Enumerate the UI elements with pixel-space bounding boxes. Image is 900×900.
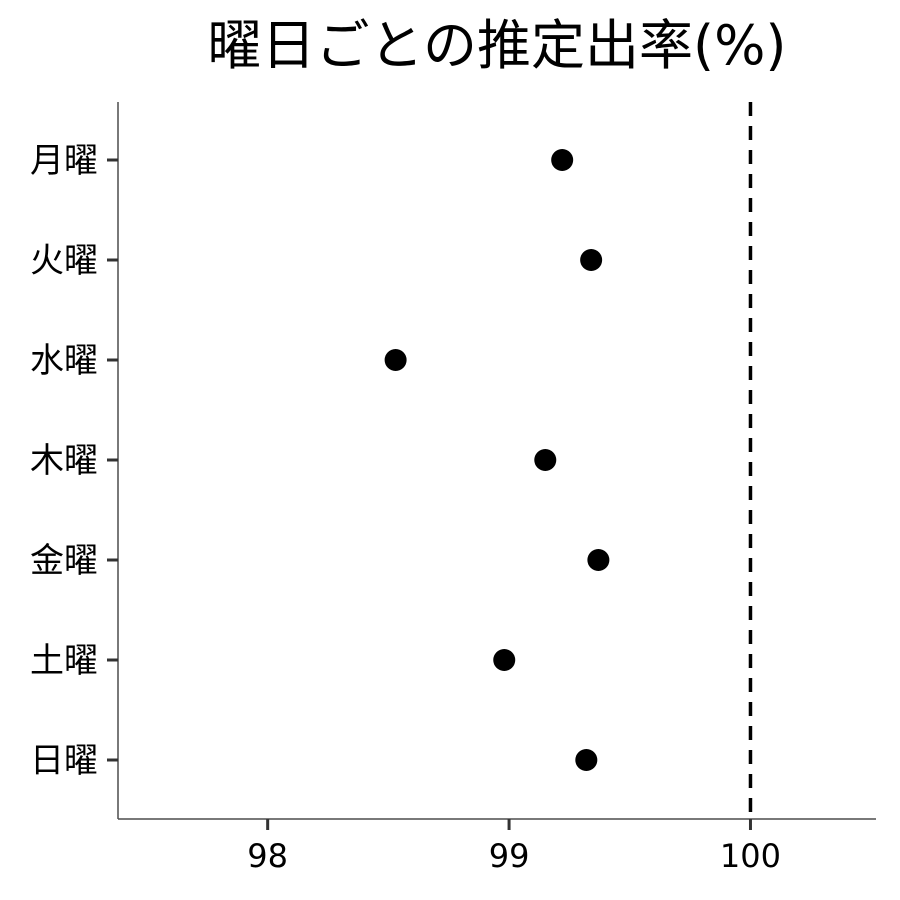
data-point	[587, 549, 610, 571]
data-point	[580, 249, 603, 271]
data-point	[493, 649, 516, 671]
data-point	[534, 449, 557, 471]
data-point	[551, 149, 574, 171]
x-tick-label: 98	[247, 837, 288, 875]
x-tick-label: 100	[720, 837, 781, 875]
y-tick-label: 水曜	[30, 341, 98, 381]
y-tick-label: 日曜	[30, 741, 98, 781]
chart-title: 曜日ごとの推定出率(%)	[208, 14, 787, 77]
y-tick-label: 火曜	[30, 241, 98, 281]
data-point	[384, 349, 407, 371]
data-point	[575, 749, 598, 771]
y-tick-label: 月曜	[30, 141, 98, 181]
y-tick-label: 土曜	[30, 641, 98, 681]
y-tick-label: 金曜	[30, 541, 98, 581]
x-tick-label: 99	[489, 837, 530, 875]
y-tick-label: 木曜	[30, 441, 98, 481]
